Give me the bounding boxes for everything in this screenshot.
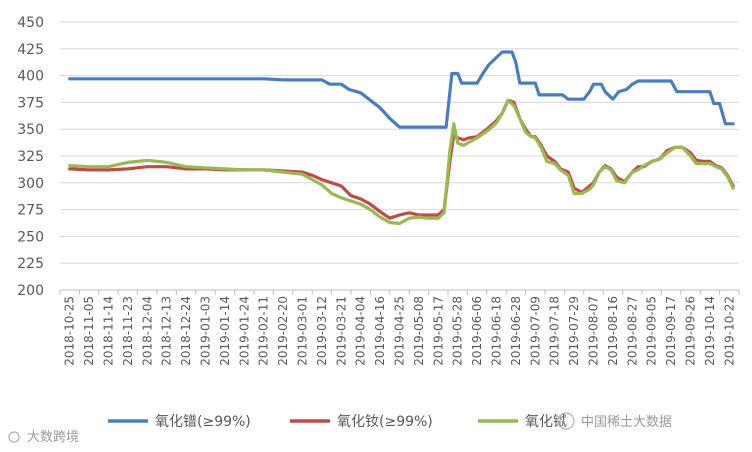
x-tick-label: 2018-11-23 — [121, 296, 135, 366]
x-tick-label: 2018-11-14 — [102, 296, 116, 366]
x-tick-label: 2019-04-25 — [393, 296, 407, 366]
x-tick-label: 2019-02-11 — [257, 296, 271, 366]
y-tick-label: 325 — [17, 149, 44, 165]
x-tick-label: 2019-07-29 — [567, 296, 581, 366]
x-tick-label: 2019-08-16 — [606, 296, 620, 366]
gridlines — [60, 21, 739, 264]
x-tick-label: 2019-01-03 — [199, 296, 213, 366]
series-lines — [68, 50, 735, 226]
y-tick-label: 400 — [17, 69, 44, 85]
x-tick-label: 2019-09-17 — [664, 296, 678, 366]
y-tick-label: 250 — [17, 229, 44, 245]
x-tick-label: 2018-12-04 — [140, 296, 154, 366]
y-tick-label: 375 — [17, 95, 44, 111]
series-line — [68, 50, 735, 129]
x-tick-label: 2019-06-28 — [509, 296, 523, 366]
y-tick-label: 300 — [17, 176, 44, 192]
x-tick-label: 2019-04-16 — [373, 296, 387, 366]
x-tick-label: 2019-01-24 — [237, 296, 251, 366]
x-tick-label: 2019-09-26 — [684, 296, 698, 366]
y-tick-label: 225 — [17, 256, 44, 272]
x-tick-label: 2019-04-04 — [354, 296, 368, 366]
x-tick-label: 2018-10-25 — [63, 296, 77, 366]
x-tick-label: 2019-03-01 — [296, 296, 310, 366]
x-tick-label: 2019-08-07 — [587, 296, 601, 366]
x-tick-label: 2019-02-20 — [276, 296, 290, 366]
x-tick-label: 2019-01-14 — [218, 296, 232, 366]
series-line — [68, 98, 735, 220]
x-tick-label: 2019-05-17 — [431, 296, 445, 366]
y-tick-label: 425 — [17, 42, 44, 58]
y-tick-label: 450 — [17, 15, 44, 31]
legend-item: 氧化镨(≥99%) — [108, 414, 251, 430]
x-tick-label: 2019-10-14 — [703, 296, 717, 366]
x-tick-label: 2019-06-06 — [470, 296, 484, 366]
x-tick-label: 2019-05-08 — [412, 296, 426, 366]
x-tick-label: 2019-08-27 — [625, 296, 639, 366]
x-tick-label: 2018-11-05 — [82, 296, 96, 366]
x-tick-label: 2019-03-21 — [334, 296, 348, 366]
watermark-layer: 大数跨境 中国稀土大数据 — [8, 412, 672, 445]
watermark-logo-left: 大数跨境 — [8, 430, 79, 445]
x-tick-label: 2019-05-28 — [451, 296, 465, 366]
x-axis — [59, 289, 740, 295]
y-axis-ticks: 200 225 250 275 300 325 350 375 400 425 450 — [17, 15, 44, 299]
watermark-left-text: 大数跨境 — [27, 430, 79, 445]
x-tick-label: 2019-10-22 — [722, 296, 736, 366]
legend-label: 氧化铽 — [525, 414, 567, 430]
x-tick-label: 2018-12-24 — [179, 296, 193, 366]
x-tick-label: 2019-07-18 — [548, 296, 562, 366]
y-tick-label: 275 — [17, 203, 44, 219]
y-tick-label: 200 — [17, 283, 44, 299]
legend-item: 氧化钕(≥99%) — [290, 414, 433, 430]
x-tick-label: 2019-07-09 — [528, 296, 542, 366]
legend-label: 氧化钕(≥99%) — [337, 414, 433, 430]
series-line — [68, 98, 735, 226]
x-tick-label: 2018-12-13 — [160, 296, 174, 366]
y-tick-label: 350 — [17, 122, 44, 138]
x-tick-label: 2019-06-18 — [490, 296, 504, 366]
legend-item: 氧化铽 — [478, 414, 567, 430]
watermark-logo-right: 中国稀土大数据 — [557, 412, 672, 430]
x-tick-label: 2019-09-05 — [645, 296, 659, 366]
x-tick-label: 2019-03-12 — [315, 296, 329, 366]
legend-label: 氧化镨(≥99%) — [155, 414, 251, 430]
x-axis-ticks: 2018-10-25 2018-11-05 2018-11-14 2018-11-23… — [63, 296, 737, 366]
legend: 氧化镨(≥99%) 氧化钕(≥99%) 氧化铽 — [108, 414, 567, 430]
watermark-right-text: 中国稀土大数据 — [581, 415, 672, 430]
